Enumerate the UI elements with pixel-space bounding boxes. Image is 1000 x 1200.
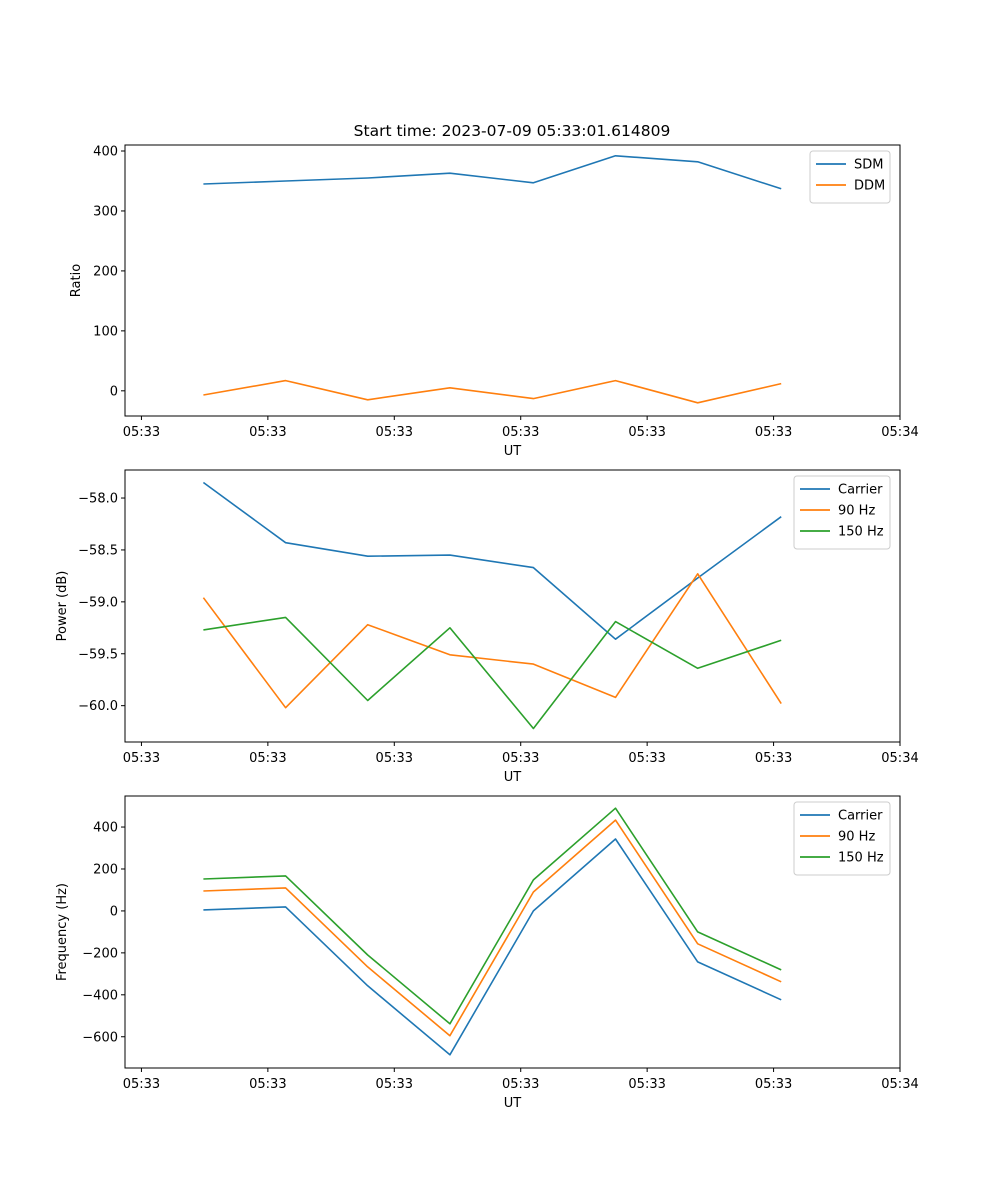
ratio-panel: 05:33 05:33 05:33 05:33 05:33 05:33 05:34 0 100 2… xyxy=(69,144,919,459)
power-series-carrier-line xyxy=(202,481,782,641)
power-y-axis-label: Power (dB) xyxy=(55,571,70,642)
frequency-x-axis-label: UT xyxy=(504,1096,522,1111)
power-series-90-hz-line xyxy=(202,572,782,709)
frequency-legend-label: 150 Hz xyxy=(838,851,884,866)
ratio-legend-label: SDM xyxy=(854,158,883,173)
power-legend-label: 150 Hz xyxy=(838,525,884,540)
frequency-x-tick-label: 05:33 xyxy=(376,1077,413,1092)
frequency-y-tick-label: 200 xyxy=(93,862,118,877)
frequency-x-tick-label: 05:34 xyxy=(881,1077,918,1092)
frequency-y-tick-label: −400 xyxy=(82,988,118,1003)
ratio-x-tick-label: 05:33 xyxy=(628,425,665,440)
frequency-x-tick-label: 05:33 xyxy=(502,1077,539,1092)
ratio-x-tick-label: 05:33 xyxy=(502,425,539,440)
ratio-y-tick-label: 200 xyxy=(93,264,118,279)
power-panel: 05:33 05:33 05:33 05:33 05:33 05:33 05:34 −60.0… xyxy=(55,469,919,785)
ratio-x-tick-label: 05:33 xyxy=(249,425,286,440)
frequency-y-axis-label: Frequency (Hz) xyxy=(55,883,70,981)
power-x-tick-label: 05:33 xyxy=(755,751,792,766)
ratio-axes-frame xyxy=(124,144,901,417)
frequency-y-tick-label: 400 xyxy=(93,821,118,836)
frequency-series-carrier-line xyxy=(203,838,782,1056)
power-x-tick-label: 05:33 xyxy=(123,751,160,766)
ratio-y-tick-label: 100 xyxy=(93,324,118,339)
ratio-series-sdm-line xyxy=(203,155,782,190)
frequency-x-tick-label: 05:33 xyxy=(249,1077,286,1092)
power-legend: Carrier 90 Hz 150 Hz xyxy=(793,475,891,550)
ratio-x-tick-label: 05:33 xyxy=(123,425,160,440)
ratio-x-tick-label: 05:34 xyxy=(881,425,918,440)
frequency-series-90-hz-line xyxy=(203,819,782,1037)
frequency-y-tick-label: 0 xyxy=(110,904,118,919)
ratio-y-tick-label: 400 xyxy=(93,144,118,159)
frequency-legend-label: 90 Hz xyxy=(838,830,875,845)
frequency-x-tick-label: 05:33 xyxy=(628,1077,665,1092)
frequency-legend-label: Carrier xyxy=(838,809,883,824)
ratio-x-tick-label: 05:33 xyxy=(376,425,413,440)
ratio-y-tick-label: 300 xyxy=(93,204,118,219)
power-legend-label: Carrier xyxy=(838,483,883,498)
power-legend-label: 90 Hz xyxy=(838,504,875,519)
frequency-series-150-hz-line xyxy=(203,807,782,1025)
ratio-y-axis-label: Ratio xyxy=(69,264,84,297)
power-x-axis-label: UT xyxy=(504,770,522,785)
figure-title: Start time: 2023-07-09 05:33:01.614809 xyxy=(354,122,671,140)
ratio-legend-label: DDM xyxy=(854,179,885,194)
frequency-panel: 05:33 05:33 05:33 05:33 05:33 05:33 05:34 −600 −… xyxy=(55,795,919,1111)
power-x-tick-label: 05:33 xyxy=(249,751,286,766)
ratio-legend: SDM DDM xyxy=(809,150,891,204)
power-y-tick-label: −60.0 xyxy=(78,699,118,714)
power-y-tick-label: −58.0 xyxy=(78,492,118,507)
frequency-y-tick-label: −200 xyxy=(82,946,118,961)
power-x-tick-label: 05:33 xyxy=(376,751,413,766)
ratio-y-tick-label: 0 xyxy=(110,384,118,399)
ratio-series-ddm-line xyxy=(203,379,782,404)
frequency-x-tick-label: 05:33 xyxy=(755,1077,792,1092)
power-y-tick-label: −59.0 xyxy=(78,595,118,610)
power-series-150-hz-line xyxy=(203,616,782,730)
power-x-tick-label: 05:33 xyxy=(628,751,665,766)
power-y-tick-label: −58.5 xyxy=(78,543,118,558)
frequency-y-tick-label: −600 xyxy=(82,1030,118,1045)
ratio-x-axis-label: UT xyxy=(504,444,522,459)
frequency-legend: Carrier 90 Hz 150 Hz xyxy=(793,801,891,876)
power-x-tick-label: 05:33 xyxy=(502,751,539,766)
ratio-x-tick-label: 05:33 xyxy=(755,425,792,440)
power-axes-frame xyxy=(124,469,901,743)
frequency-axes-frame xyxy=(124,795,901,1069)
power-y-tick-label: −59.5 xyxy=(78,647,118,662)
power-x-tick-label: 05:34 xyxy=(881,751,918,766)
frequency-x-tick-label: 05:33 xyxy=(123,1077,160,1092)
